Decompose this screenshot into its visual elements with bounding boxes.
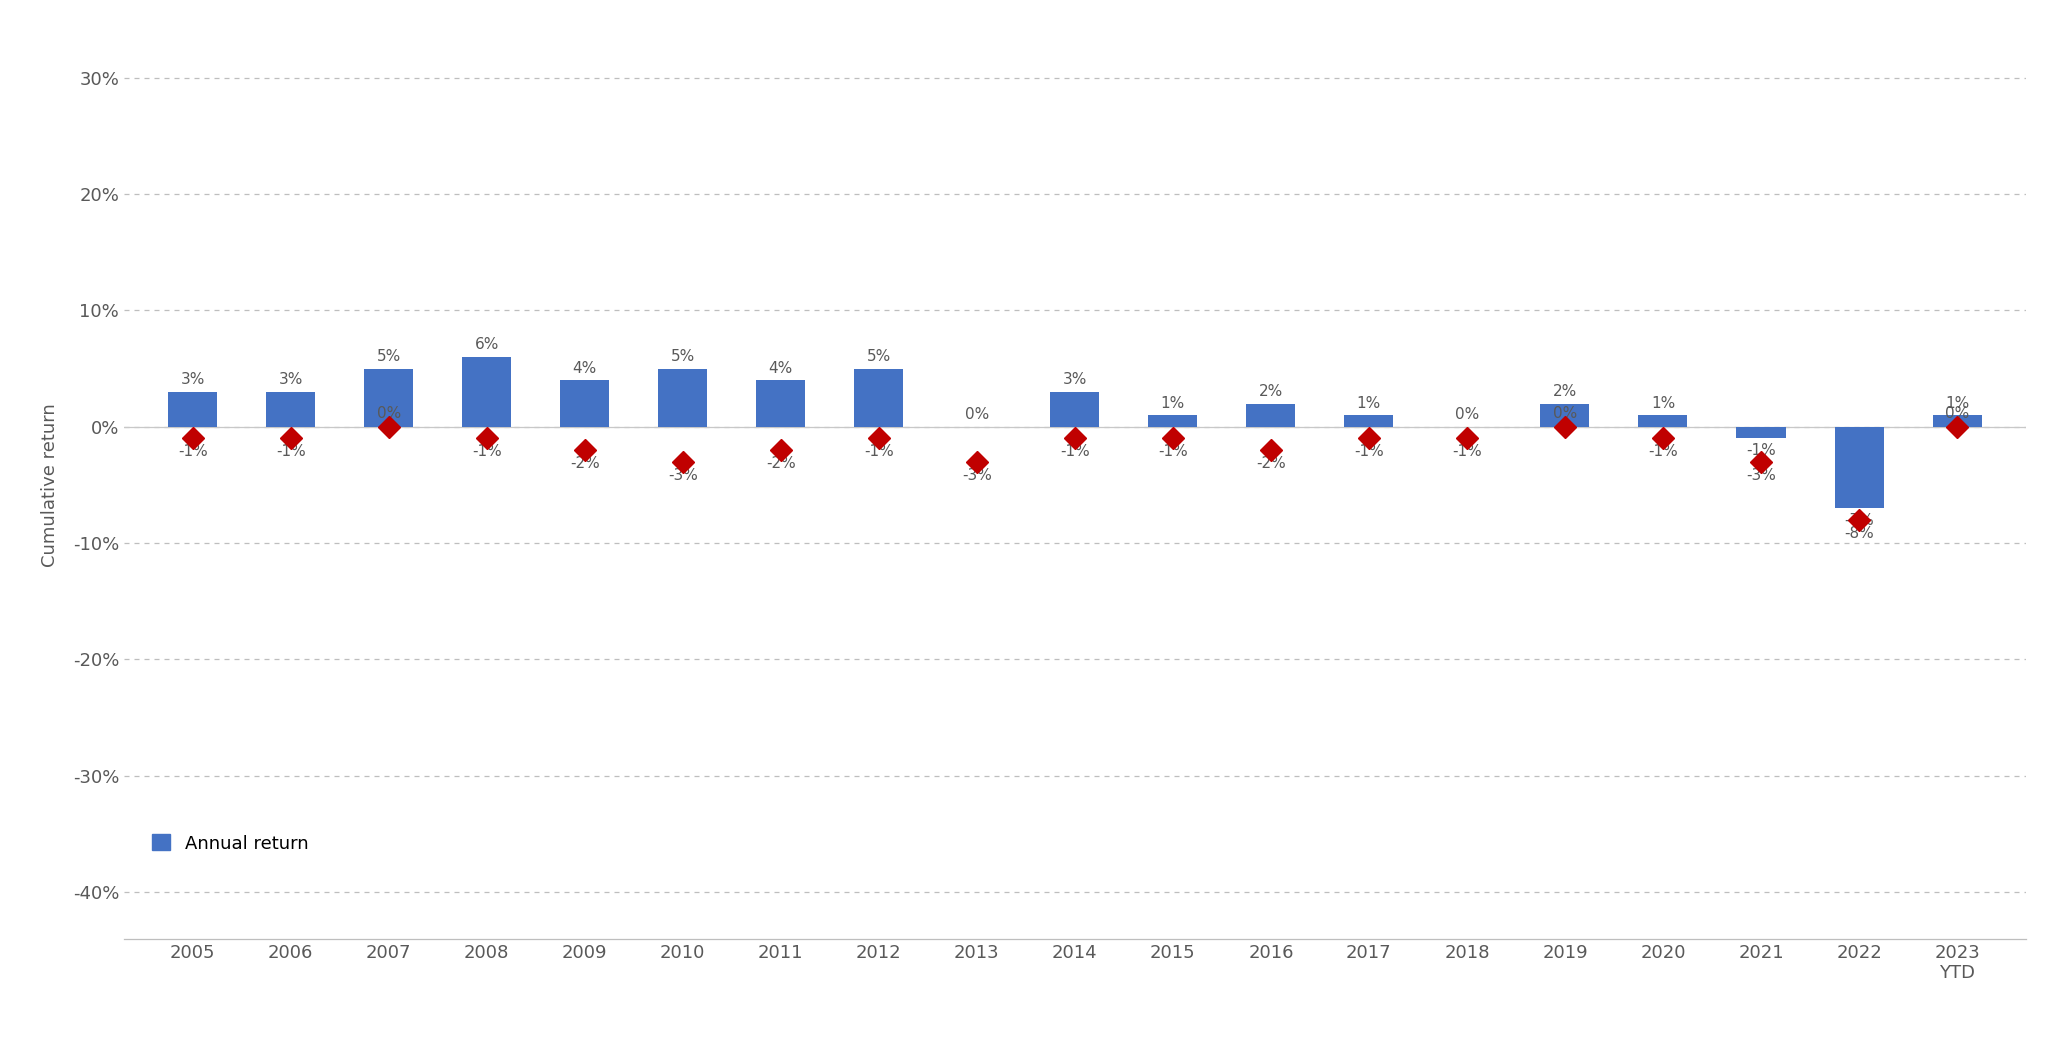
- Text: 1%: 1%: [1162, 395, 1184, 411]
- Text: -1%: -1%: [864, 444, 893, 459]
- Text: 0%: 0%: [376, 406, 401, 421]
- Text: 3%: 3%: [1062, 372, 1087, 387]
- Text: 0%: 0%: [1945, 406, 1970, 421]
- Text: -1%: -1%: [471, 444, 502, 459]
- Text: 2%: 2%: [1552, 384, 1577, 398]
- Text: -8%: -8%: [1844, 526, 1875, 540]
- Text: 4%: 4%: [769, 361, 794, 375]
- Text: -2%: -2%: [767, 456, 796, 470]
- Bar: [1344, 415, 1393, 427]
- Text: 0%: 0%: [1552, 406, 1577, 421]
- Text: -1%: -1%: [1158, 444, 1189, 459]
- Bar: [657, 368, 707, 427]
- Text: -1%: -1%: [1647, 444, 1678, 459]
- Text: -1%: -1%: [1747, 443, 1776, 458]
- Bar: [757, 381, 806, 427]
- Bar: [1149, 415, 1197, 427]
- Text: -1%: -1%: [178, 444, 207, 459]
- Bar: [1639, 415, 1687, 427]
- Bar: [267, 392, 314, 427]
- Text: -3%: -3%: [961, 467, 992, 483]
- Text: -1%: -1%: [1060, 444, 1089, 459]
- Text: -1%: -1%: [1354, 444, 1383, 459]
- Bar: [463, 357, 511, 427]
- Text: -2%: -2%: [1257, 456, 1286, 470]
- Text: 1%: 1%: [1945, 395, 1970, 411]
- Text: 2%: 2%: [1259, 384, 1284, 398]
- Bar: [167, 392, 217, 427]
- Text: -3%: -3%: [1747, 467, 1776, 483]
- Text: 3%: 3%: [279, 372, 304, 387]
- Text: -1%: -1%: [275, 444, 306, 459]
- Text: 4%: 4%: [573, 361, 597, 375]
- Text: 5%: 5%: [866, 349, 891, 364]
- Text: 0%: 0%: [965, 407, 988, 422]
- Bar: [1246, 404, 1296, 427]
- Text: 5%: 5%: [376, 349, 401, 364]
- Text: 1%: 1%: [1652, 395, 1674, 411]
- Bar: [1933, 415, 1982, 427]
- Bar: [1835, 427, 1883, 508]
- Bar: [364, 368, 413, 427]
- Text: 1%: 1%: [1356, 395, 1381, 411]
- Text: 5%: 5%: [670, 349, 695, 364]
- Text: -1%: -1%: [1451, 444, 1482, 459]
- Text: -7%: -7%: [1844, 513, 1875, 528]
- Y-axis label: Cumulative return: Cumulative return: [41, 404, 58, 566]
- Bar: [560, 381, 610, 427]
- Bar: [854, 368, 903, 427]
- Legend: Annual return: Annual return: [153, 834, 308, 852]
- Text: 6%: 6%: [475, 337, 498, 353]
- Text: 3%: 3%: [180, 372, 205, 387]
- Text: 0%: 0%: [1455, 407, 1480, 422]
- Bar: [1050, 392, 1100, 427]
- Bar: [1540, 404, 1590, 427]
- Bar: [1736, 427, 1786, 438]
- Text: -2%: -2%: [570, 456, 599, 470]
- Text: -3%: -3%: [668, 467, 699, 483]
